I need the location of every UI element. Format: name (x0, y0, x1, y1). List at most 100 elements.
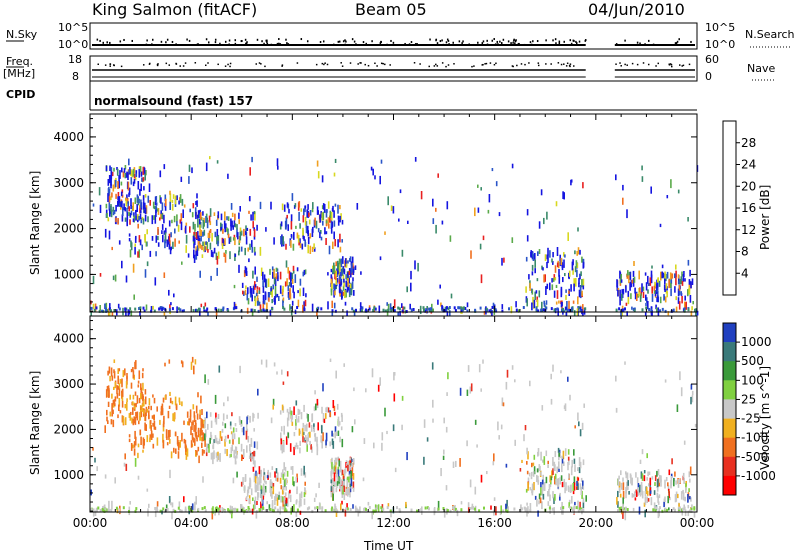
power-data-cell (309, 233, 312, 239)
velocity-data-cell (195, 405, 198, 414)
power-data-cell (157, 235, 159, 241)
velocity-data-cell (106, 416, 108, 422)
power-data-cell (659, 223, 662, 228)
power-data-cell (333, 265, 336, 274)
power-data-cell (238, 264, 240, 273)
power-ground-cell (260, 309, 263, 313)
velocity-data-cell (167, 410, 170, 419)
power-data-cell (337, 270, 339, 274)
power-data-cell (671, 273, 674, 279)
velocity-ground-cell (483, 506, 485, 510)
power-data-cell (334, 158, 337, 163)
power-data-cell (177, 224, 180, 232)
nsearch-dot (435, 38, 438, 41)
velocity-data-cell (226, 414, 228, 419)
power-data-cell (129, 212, 132, 218)
power-data-cell (532, 296, 534, 305)
velocity-data-cell (112, 409, 114, 415)
power-data-cell (541, 301, 543, 310)
velocity-data-cell (275, 468, 278, 474)
velocity-data-cell (349, 473, 351, 480)
power-data-cell (335, 270, 337, 277)
power-data-cell (340, 268, 343, 274)
power-data-cell (659, 296, 662, 304)
power-data-cell (300, 208, 303, 212)
nsearch-dot (342, 40, 345, 43)
velocity-data-cell (276, 477, 279, 482)
velocity-data-cell (678, 478, 681, 484)
power-data-cell (692, 301, 694, 305)
power-data-cell (378, 305, 381, 313)
velocity-data-cell (689, 478, 691, 483)
power-data-cell (287, 285, 290, 292)
power-data-cell (360, 271, 362, 275)
power-data-cell (646, 297, 648, 303)
power-data-cell (122, 207, 124, 216)
velocity-data-cell (431, 362, 434, 370)
velocity-data-cell (254, 476, 257, 484)
power-ground-cell (283, 307, 286, 311)
velocity-data-cell (148, 503, 150, 508)
power-data-cell (316, 206, 319, 215)
power-data-cell (682, 274, 685, 282)
nsearch-dot (244, 38, 247, 41)
power-ground-cell (645, 306, 648, 310)
power-data-cell (201, 254, 204, 258)
velocity-data-cell (340, 469, 343, 476)
nsearch-dot (333, 43, 335, 46)
velocity-data-cell (538, 500, 540, 505)
velocity-data-cell (619, 493, 622, 498)
power-data-cell (552, 278, 555, 282)
power-data-cell (222, 228, 224, 234)
power-data-cell (117, 192, 120, 201)
velocity-ytick-label: 3000 (53, 377, 84, 391)
power-data-cell (136, 194, 139, 203)
power-ground-cell (129, 307, 132, 311)
power-ground-cell (390, 309, 393, 313)
power-data-cell (560, 257, 563, 266)
velocity-data-cell (624, 361, 626, 365)
nsearch-dot (386, 43, 388, 46)
power-data-cell (695, 310, 697, 317)
velocity-data-cell (286, 408, 289, 413)
x-tick-label: 12:00 (376, 516, 411, 530)
velocity-data-cell (153, 414, 155, 421)
velocity-background (90, 316, 697, 512)
velocity-data-cell (118, 383, 121, 389)
velocity-ground-cell (460, 508, 463, 512)
velocity-data-cell (113, 371, 116, 379)
power-data-cell (126, 197, 129, 204)
power-ground-cell (365, 308, 367, 312)
velocity-data-cell (649, 490, 652, 494)
velocity-data-cell (549, 505, 551, 514)
nsearch-dot (261, 40, 263, 43)
power-data-cell (105, 209, 108, 215)
velocity-data-cell (135, 436, 137, 440)
velocity-data-cell (295, 419, 297, 426)
velocity-data-cell (300, 412, 303, 420)
velocity-data-cell (194, 501, 196, 511)
velocity-data-cell (298, 428, 301, 436)
power-data-cell (199, 228, 201, 237)
velocity-data-cell (338, 458, 340, 462)
velocity-ground-cell (572, 508, 575, 512)
velocity-data-cell (495, 506, 497, 516)
velocity-ground-cell (306, 507, 309, 511)
velocity-data-cell (574, 464, 576, 472)
velocity-data-cell (281, 445, 284, 454)
power-data-cell (133, 294, 135, 300)
power-data-cell (247, 287, 249, 295)
velocity-ground-cell (227, 508, 230, 512)
power-data-cell (276, 293, 279, 298)
power-data-cell (117, 218, 119, 225)
power-data-cell (196, 248, 199, 256)
power-data-cell (169, 201, 171, 210)
power-data-cell (178, 240, 180, 244)
nsearch-dot (446, 38, 449, 41)
nsearch-dot (351, 38, 354, 41)
power-ground-cell (360, 306, 363, 310)
velocity-data-cell (96, 466, 98, 472)
velocity-data-cell (639, 484, 641, 493)
velocity-data-cell (532, 471, 535, 477)
velocity-data-cell (647, 498, 650, 502)
